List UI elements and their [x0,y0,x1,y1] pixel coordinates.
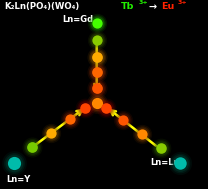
Point [160,147,163,150]
Text: 3+: 3+ [138,0,148,5]
Point [95,70,98,73]
Point [84,106,87,109]
Point [95,21,98,24]
Point [84,106,87,109]
Point [95,38,98,41]
Point [160,147,163,150]
Text: Ln=Gd: Ln=Gd [62,15,94,24]
Point [95,38,98,41]
Point [121,119,124,122]
Text: Eu: Eu [161,2,175,11]
Point [31,146,34,149]
Point [84,106,87,109]
Point [49,132,53,135]
Point [31,146,34,149]
Point [104,106,108,109]
Point [178,161,182,164]
Point [121,119,124,122]
Point [84,106,87,109]
Point [121,119,124,122]
Text: Ln=Lu: Ln=Lu [150,158,179,167]
Point [160,147,163,150]
Point [95,70,98,73]
Point [160,147,163,150]
Point [49,132,53,135]
Point [178,161,182,164]
Point [68,118,71,121]
Point [68,118,71,121]
Text: Tb: Tb [121,2,134,11]
Point [95,101,98,105]
Point [49,132,53,135]
Point [95,101,98,105]
Point [49,132,53,135]
Point [95,86,98,89]
Point [95,55,98,58]
Point [95,86,98,89]
Text: K₂Ln(PO₄)(WO₄): K₂Ln(PO₄)(WO₄) [4,2,79,11]
Point [178,161,182,164]
Point [95,38,98,41]
Point [95,21,98,24]
Point [95,21,98,24]
Point [12,161,15,164]
Text: →: → [149,2,157,12]
Point [95,55,98,58]
Point [95,21,98,24]
Point [141,133,144,136]
Point [31,146,34,149]
Point [12,161,15,164]
Point [121,119,124,122]
Point [104,106,108,109]
Text: Ln=Y: Ln=Y [6,175,31,184]
Point [95,55,98,58]
Point [104,106,108,109]
Point [95,101,98,105]
Point [95,70,98,73]
Point [178,161,182,164]
Point [141,133,144,136]
Point [141,133,144,136]
Point [12,161,15,164]
Point [95,101,98,105]
Point [95,86,98,89]
Point [95,70,98,73]
Point [95,86,98,89]
Point [104,106,108,109]
Point [95,38,98,41]
Point [68,118,71,121]
Point [95,55,98,58]
Text: 3+: 3+ [178,0,187,5]
Point [31,146,34,149]
Point [12,161,15,164]
Point [141,133,144,136]
Point [68,118,71,121]
